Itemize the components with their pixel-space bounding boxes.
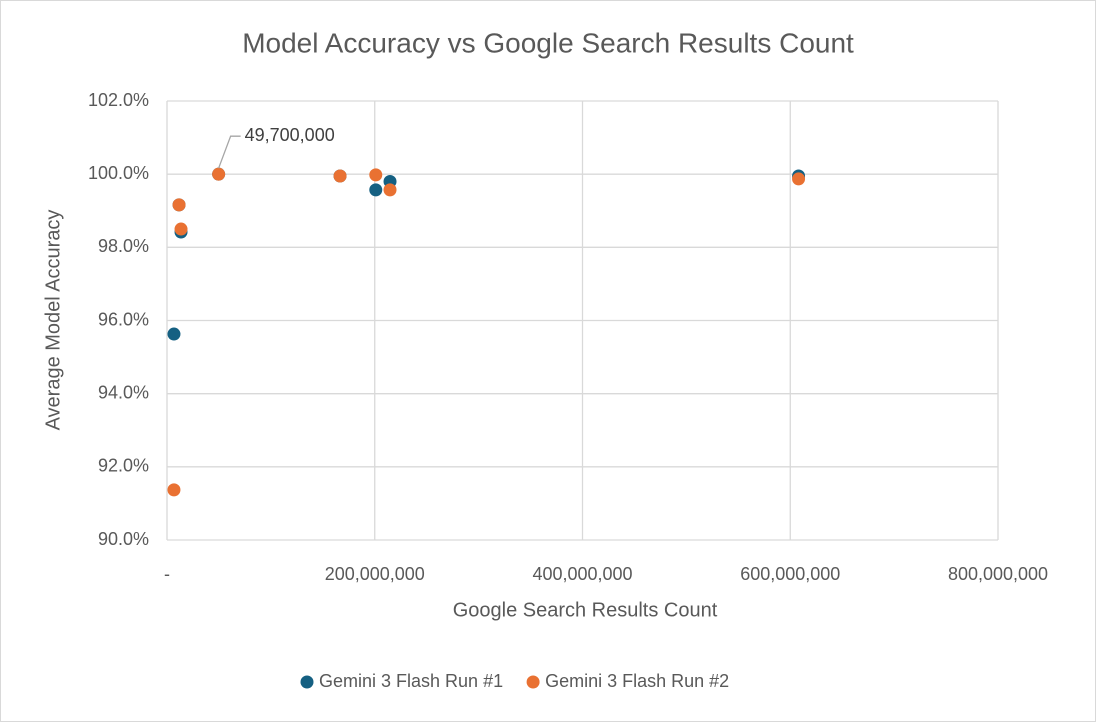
y-tick-label: 90.0%: [98, 529, 149, 549]
point: [167, 327, 181, 341]
y-tick-label: 100.0%: [88, 163, 149, 183]
x-tick-label: 400,000,000: [532, 564, 632, 584]
x-tick-label: 200,000,000: [325, 564, 425, 584]
legend-label: Gemini 3 Flash Run #2: [545, 671, 729, 691]
point: [212, 167, 226, 181]
y-tick-label: 92.0%: [98, 456, 149, 476]
y-tick-label: 98.0%: [98, 236, 149, 256]
y-tick-label: 96.0%: [98, 309, 149, 329]
legend-label: Gemini 3 Flash Run #1: [319, 671, 503, 691]
point: [369, 183, 383, 197]
x-axis-label: Google Search Results Count: [453, 599, 718, 621]
legend-marker: [300, 675, 314, 689]
y-tick-label: 102.0%: [88, 90, 149, 110]
x-tick-label: -: [164, 564, 170, 584]
point: [792, 172, 806, 186]
chart-title: Model Accuracy vs Google Search Results …: [242, 27, 854, 58]
legend-marker: [526, 675, 540, 689]
x-tick-label: 600,000,000: [740, 564, 840, 584]
point: [369, 168, 383, 182]
point: [172, 198, 186, 212]
annotation-leader: [218, 135, 241, 169]
x-tick-label: 800,000,000: [948, 564, 1048, 584]
annotation: 49,700,000: [245, 125, 335, 145]
y-tick-label: 94.0%: [98, 382, 149, 402]
point: [167, 483, 181, 497]
point: [333, 169, 347, 183]
y-axis-label: Average Model Accuracy: [42, 210, 64, 431]
point: [383, 183, 397, 197]
point: [174, 222, 188, 236]
